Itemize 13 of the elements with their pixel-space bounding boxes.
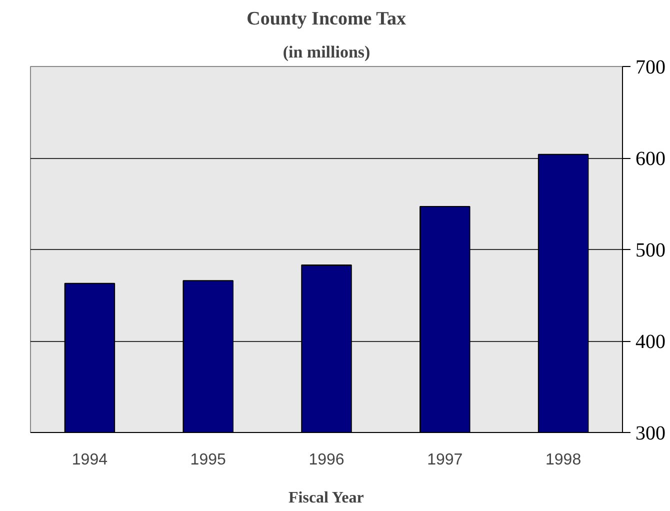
chart-subtitle: (in millions) <box>282 42 370 62</box>
y-tick-label: 300 <box>636 422 666 444</box>
x-tick-label: 1997 <box>427 452 463 468</box>
x-tick-label: 1994 <box>72 452 108 468</box>
chart-title: County Income Tax <box>246 8 407 30</box>
y-tick-label: 400 <box>636 331 666 353</box>
y-tick-label: 700 <box>636 56 666 78</box>
x-axis-title: Fiscal Year <box>288 490 364 506</box>
y-tick-label: 600 <box>636 148 666 170</box>
x-tick-label: 1996 <box>308 452 344 468</box>
y-tick-label: 500 <box>636 240 666 262</box>
x-tick-label: 1998 <box>546 452 582 468</box>
x-tick-label: 1995 <box>190 452 226 468</box>
